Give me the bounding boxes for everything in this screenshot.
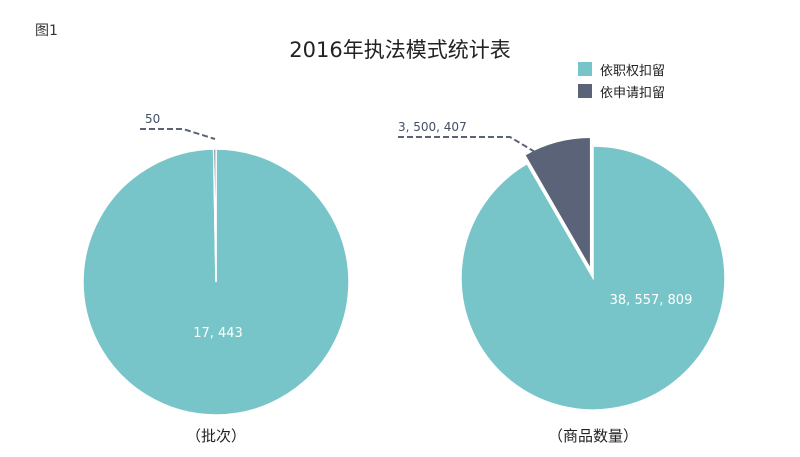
pie-2-label-ex-officio: 38, 557, 809 xyxy=(610,293,693,308)
pie-1-slice-on-application xyxy=(212,148,217,283)
pie-1: 50 17, 443 （批次） xyxy=(82,112,350,445)
pie-1-caption: （批次） xyxy=(186,427,246,445)
legend-swatch-on-application xyxy=(578,84,592,98)
pie-2: 3, 500, 407 38, 557, 809 （商品数量） xyxy=(398,120,726,445)
pie-1-leader-line xyxy=(140,128,216,140)
legend-label-on-application: 依申请扣留 xyxy=(600,85,666,101)
pie-1-label-on-application: 50 xyxy=(145,112,160,126)
legend-label-ex-officio: 依职权扣留 xyxy=(600,63,666,79)
legend-item-ex-officio: 依职权扣留 xyxy=(578,58,665,80)
pie-2-slice-on-application xyxy=(523,136,592,273)
pie-2-caption: （商品数量） xyxy=(548,427,638,445)
figure-label: 图1 xyxy=(35,23,58,39)
legend-swatch-ex-officio xyxy=(578,62,592,76)
pie-2-leader-line xyxy=(398,136,546,159)
pie-1-label-ex-officio: 17, 443 xyxy=(193,326,243,341)
chart-title: 2016年执法模式统计表 xyxy=(289,38,511,62)
legend: 依职权扣留 依申请扣留 xyxy=(578,58,665,102)
pie-2-slice-ex-officio xyxy=(460,145,726,411)
legend-item-on-application: 依申请扣留 xyxy=(578,80,665,102)
pie-2-label-on-application: 3, 500, 407 xyxy=(398,120,467,134)
